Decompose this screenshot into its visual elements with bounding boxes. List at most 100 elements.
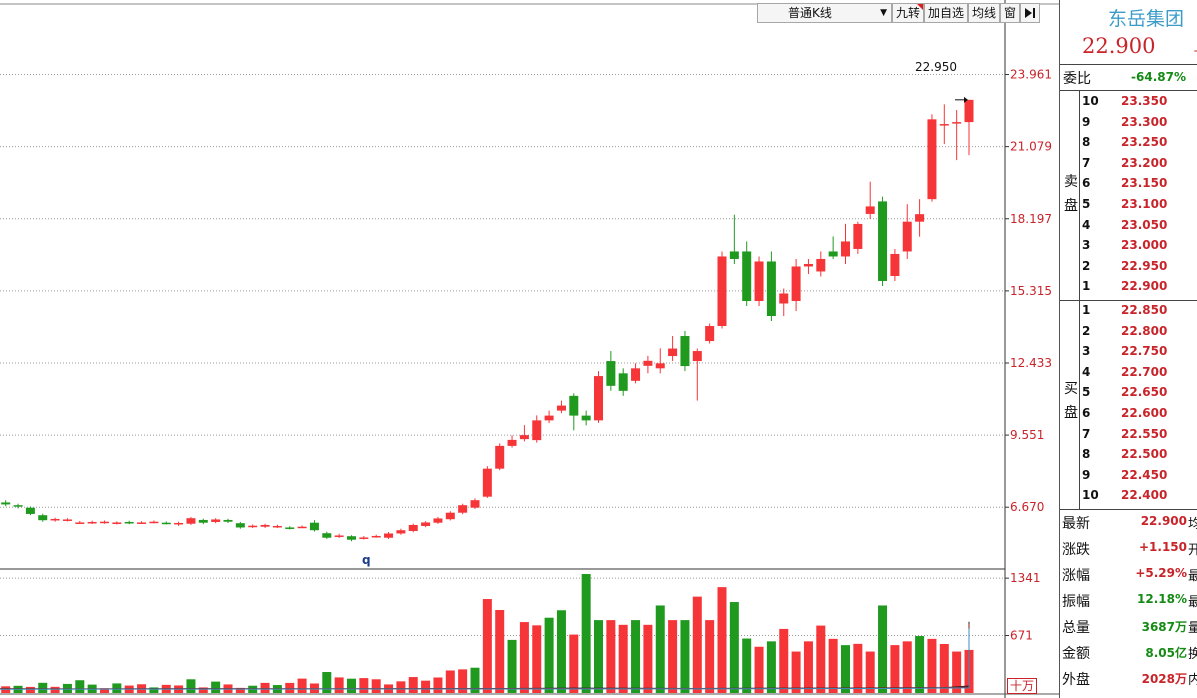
volume-bar bbox=[816, 625, 826, 693]
sell-level-row[interactable]: 9 23.300 bbox=[1082, 115, 1192, 135]
buy-level-row[interactable]: 7 22.550 bbox=[1082, 427, 1192, 447]
price-axis-layer: 23.961 21.079 18.197 15.315 12.433 9.551 6.670… bbox=[1005, 68, 1052, 643]
candle-body bbox=[13, 505, 23, 507]
volume-bar bbox=[470, 667, 480, 693]
buy-level-row[interactable]: 10 22.400 bbox=[1082, 488, 1192, 508]
candle-body bbox=[25, 507, 35, 514]
sell-level-row[interactable]: 10 23.350 bbox=[1082, 94, 1192, 114]
sell-level-price: 23.200 bbox=[1121, 155, 1168, 170]
candle-body bbox=[915, 214, 925, 222]
volume-bar bbox=[297, 678, 307, 693]
sell-level-row[interactable]: 7 23.200 bbox=[1082, 156, 1192, 176]
buy-level-row[interactable]: 9 22.450 bbox=[1082, 468, 1192, 488]
stat-value: 12.18% bbox=[1137, 592, 1187, 606]
buy-level-price: 22.650 bbox=[1121, 385, 1168, 400]
stat-tail-label: 换 bbox=[1188, 647, 1197, 662]
buy-level-index: 8 bbox=[1082, 447, 1091, 462]
add-watch-button[interactable]: 加自选 bbox=[924, 3, 969, 23]
volume-tick-label: 1341 bbox=[1010, 571, 1041, 585]
volume-bar bbox=[458, 669, 468, 693]
volume-bar bbox=[754, 646, 764, 693]
candle-body bbox=[124, 521, 134, 524]
chart-type-select[interactable]: 普通K线 ▼ bbox=[757, 3, 892, 23]
buy-level-row[interactable]: 5 22.650 bbox=[1082, 385, 1192, 405]
candle-body bbox=[50, 518, 60, 521]
buy-level-index: 5 bbox=[1082, 385, 1091, 400]
candle-body bbox=[754, 261, 764, 302]
buy-level-row[interactable]: 6 22.600 bbox=[1082, 406, 1192, 426]
webi-value: -64.87% bbox=[1131, 70, 1186, 84]
candle-body bbox=[371, 535, 381, 538]
sell-level-row[interactable]: 1 22.900 bbox=[1082, 279, 1192, 299]
collapse-panel-button[interactable] bbox=[1020, 3, 1041, 23]
volume-bar bbox=[890, 645, 900, 693]
volume-bar bbox=[112, 683, 122, 693]
volume-bar bbox=[853, 643, 863, 693]
candle-body bbox=[556, 405, 566, 411]
candle-body bbox=[75, 522, 85, 524]
buy-level-index: 3 bbox=[1082, 344, 1091, 359]
sell-level-index: 3 bbox=[1082, 238, 1091, 253]
sell-level-row[interactable]: 5 23.100 bbox=[1082, 197, 1192, 217]
candle-body bbox=[779, 293, 789, 304]
candle-body bbox=[433, 518, 443, 523]
divider bbox=[1079, 301, 1080, 509]
candle-body bbox=[62, 519, 72, 521]
stock-price: 22.900 bbox=[1082, 34, 1156, 58]
candle-body bbox=[137, 522, 147, 524]
buy-level-row[interactable]: 8 22.500 bbox=[1082, 447, 1192, 467]
stat-tail-label: 量 bbox=[1188, 621, 1197, 636]
last-price-label: 22.950 bbox=[915, 60, 957, 74]
volume-bar bbox=[556, 610, 566, 693]
volume-bar bbox=[285, 682, 295, 693]
sell-level-row[interactable]: 8 23.250 bbox=[1082, 135, 1192, 155]
stat-row: 最新 22.900 均 bbox=[1062, 513, 1197, 537]
sell-level-row[interactable]: 4 23.050 bbox=[1082, 218, 1192, 238]
stat-label: 最新 bbox=[1062, 516, 1090, 532]
volume-bar bbox=[421, 680, 431, 693]
stat-row: 外盘 2028万内 bbox=[1062, 669, 1197, 693]
stat-value: +1.150 bbox=[1138, 540, 1187, 554]
volume-bar bbox=[779, 628, 789, 693]
candle-body bbox=[347, 536, 356, 540]
buy-level-row[interactable]: 1 22.850 bbox=[1082, 303, 1192, 323]
volume-bar bbox=[186, 679, 196, 693]
candle-body bbox=[841, 241, 850, 257]
candle-body bbox=[149, 521, 159, 524]
candle-body bbox=[705, 326, 715, 342]
volume-ma-line-ma3 bbox=[0, 628, 970, 690]
volume-bar bbox=[544, 617, 554, 693]
buy-level-price: 22.400 bbox=[1121, 488, 1168, 503]
candle-body bbox=[186, 518, 196, 524]
last-price-arrowhead bbox=[964, 96, 968, 103]
candle-body bbox=[458, 505, 468, 513]
sell-level-row[interactable]: 2 22.950 bbox=[1082, 259, 1192, 279]
buy-level-row[interactable]: 4 22.700 bbox=[1082, 365, 1192, 385]
volume-bar bbox=[828, 638, 838, 693]
volume-bar bbox=[433, 677, 443, 693]
candle-body bbox=[396, 530, 406, 534]
candle-body bbox=[408, 524, 418, 531]
candle-body bbox=[482, 468, 492, 497]
ma-lines-button[interactable]: 均线 bbox=[968, 3, 1001, 23]
candle-body bbox=[507, 439, 517, 446]
candle-body bbox=[87, 521, 97, 524]
volume-bar bbox=[606, 620, 616, 693]
sell-level-row[interactable]: 3 23.000 bbox=[1082, 238, 1192, 258]
sell-level-row[interactable]: 6 23.150 bbox=[1082, 176, 1192, 196]
window-button[interactable]: 窗 bbox=[1000, 3, 1021, 23]
buy-level-row[interactable]: 3 22.750 bbox=[1082, 344, 1192, 364]
buy-level-index: 6 bbox=[1082, 406, 1091, 420]
volume-bar bbox=[519, 622, 529, 693]
buy-level-row[interactable]: 2 22.800 bbox=[1082, 324, 1192, 344]
volume-bar bbox=[507, 639, 517, 693]
candle-body bbox=[680, 336, 690, 367]
candle-body bbox=[272, 525, 282, 528]
stat-label: 金额 bbox=[1062, 646, 1090, 662]
volume-unit-label: 十万 bbox=[1007, 678, 1038, 694]
jiuzhuan-button[interactable]: 九转 bbox=[892, 3, 925, 23]
divider bbox=[1060, 300, 1197, 301]
kline-chart[interactable]: 23.961 21.079 18.197 15.315 12.433 9.551 6.670… bbox=[0, 0, 1059, 698]
candle-body bbox=[816, 258, 826, 272]
candle-body bbox=[828, 251, 838, 257]
